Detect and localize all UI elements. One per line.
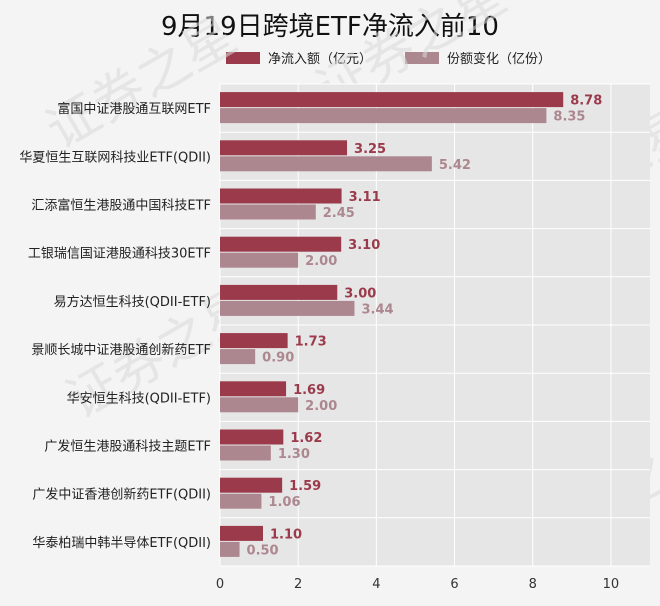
bar-share-change bbox=[220, 397, 299, 413]
data-label-inflow: 3.25 bbox=[354, 142, 386, 157]
data-label-inflow: 8.78 bbox=[570, 94, 602, 109]
watermark-text: 证券之星 bbox=[37, 5, 247, 161]
data-label-inflow: 1.73 bbox=[295, 335, 327, 350]
legend-swatch-inflow bbox=[226, 51, 260, 64]
category-label: 易方达恒生科技(QDII-ETF) bbox=[54, 294, 211, 310]
category-label: 广发恒生港股通科技主题ETF bbox=[44, 439, 211, 455]
grid-lines bbox=[219, 83, 650, 567]
bar-share-change bbox=[220, 156, 432, 172]
bar-inflow bbox=[220, 140, 348, 156]
bar-share-change bbox=[220, 541, 240, 557]
bar-inflow bbox=[220, 525, 263, 541]
data-label-inflow: 1.69 bbox=[293, 383, 325, 398]
data-label-inflow: 1.62 bbox=[290, 431, 322, 446]
bar-share-change bbox=[220, 493, 262, 509]
data-label-inflow: 3.11 bbox=[349, 190, 381, 205]
legend-item-share-change: 份额变化（亿份） bbox=[405, 48, 551, 67]
bar-share-change bbox=[220, 445, 271, 461]
data-label-share-change: 5.42 bbox=[439, 158, 471, 173]
bar-share-change bbox=[220, 108, 547, 124]
data-label-inflow: 3.00 bbox=[344, 286, 376, 301]
data-label-share-change: 8.35 bbox=[553, 110, 585, 125]
category-label: 华夏恒生互联网科技业ETF(QDII) bbox=[19, 150, 211, 165]
category-label: 华泰柏瑞中韩半导体ETF(QDII) bbox=[32, 536, 211, 551]
data-label-inflow: 1.10 bbox=[270, 527, 302, 542]
x-tick-label: 8 bbox=[529, 577, 537, 592]
bars: 8.788.35 3.25 5.42 3.112.45 3.10 2.00 3.003.44… bbox=[220, 92, 602, 558]
category-label: 广发中证香港创新药ETF(QDII) bbox=[32, 487, 211, 503]
data-label-share-change: 2.00 bbox=[305, 254, 337, 269]
bar-inflow bbox=[220, 381, 287, 397]
legend-label-share-change: 份额变化（亿份） bbox=[447, 52, 552, 67]
category-label: 工银瑞信国证港股通科技30ETF bbox=[28, 247, 211, 262]
data-label-share-change: 2.00 bbox=[305, 399, 337, 414]
bar-inflow bbox=[220, 284, 338, 300]
category-label: 汇添富恒生港股通中国科技ETF bbox=[31, 198, 211, 214]
bar-inflow bbox=[220, 236, 342, 252]
data-label-inflow: 1.59 bbox=[289, 479, 321, 494]
data-label-share-change: 2.45 bbox=[323, 206, 355, 221]
data-label-inflow: 3.10 bbox=[348, 238, 380, 253]
x-tick-label: 2 bbox=[294, 577, 302, 592]
bar-share-change bbox=[220, 300, 355, 316]
bar-inflow bbox=[220, 429, 284, 445]
bar-share-change bbox=[220, 252, 299, 268]
bar-share-change bbox=[220, 204, 316, 220]
x-axis: 0 2 4 6 8 10 bbox=[216, 577, 619, 592]
category-labels: 富国中证港股通互联网ETF 华夏恒生互联网科技业ETF(QDII) 汇添富恒生港股通… bbox=[19, 101, 211, 551]
legend-label-inflow: 净流入额（亿元） bbox=[268, 52, 373, 67]
chart-title: 9月19日跨境ETF净流入前10 bbox=[161, 12, 499, 42]
bar-inflow bbox=[220, 92, 564, 108]
x-tick-label: 4 bbox=[372, 577, 380, 592]
data-label-share-change: 0.90 bbox=[262, 351, 294, 366]
category-label: 华安恒生科技(QDII-ETF) bbox=[67, 391, 211, 406]
x-tick-label: 6 bbox=[450, 577, 458, 592]
data-label-share-change: 1.06 bbox=[268, 495, 300, 510]
data-label-share-change: 3.44 bbox=[361, 302, 393, 317]
data-label-share-change: 0.50 bbox=[247, 543, 279, 558]
data-label-share-change: 1.30 bbox=[278, 447, 310, 462]
legend-item-inflow: 净流入额（亿元） bbox=[226, 48, 372, 67]
x-tick-label: 10 bbox=[603, 577, 620, 592]
category-label: 富国中证港股通互联网ETF bbox=[57, 101, 211, 117]
chart-legend: 净流入额（亿元） 份额变化（亿份） bbox=[0, 46, 660, 70]
bar-inflow bbox=[220, 333, 288, 349]
bar-share-change bbox=[220, 349, 256, 365]
bar-inflow bbox=[220, 477, 283, 493]
legend-swatch-share-change bbox=[405, 51, 439, 64]
x-tick-label: 0 bbox=[216, 577, 224, 592]
category-label: 景顺长城中证港股通创新药ETF bbox=[31, 342, 211, 358]
bar-inflow bbox=[220, 188, 342, 204]
